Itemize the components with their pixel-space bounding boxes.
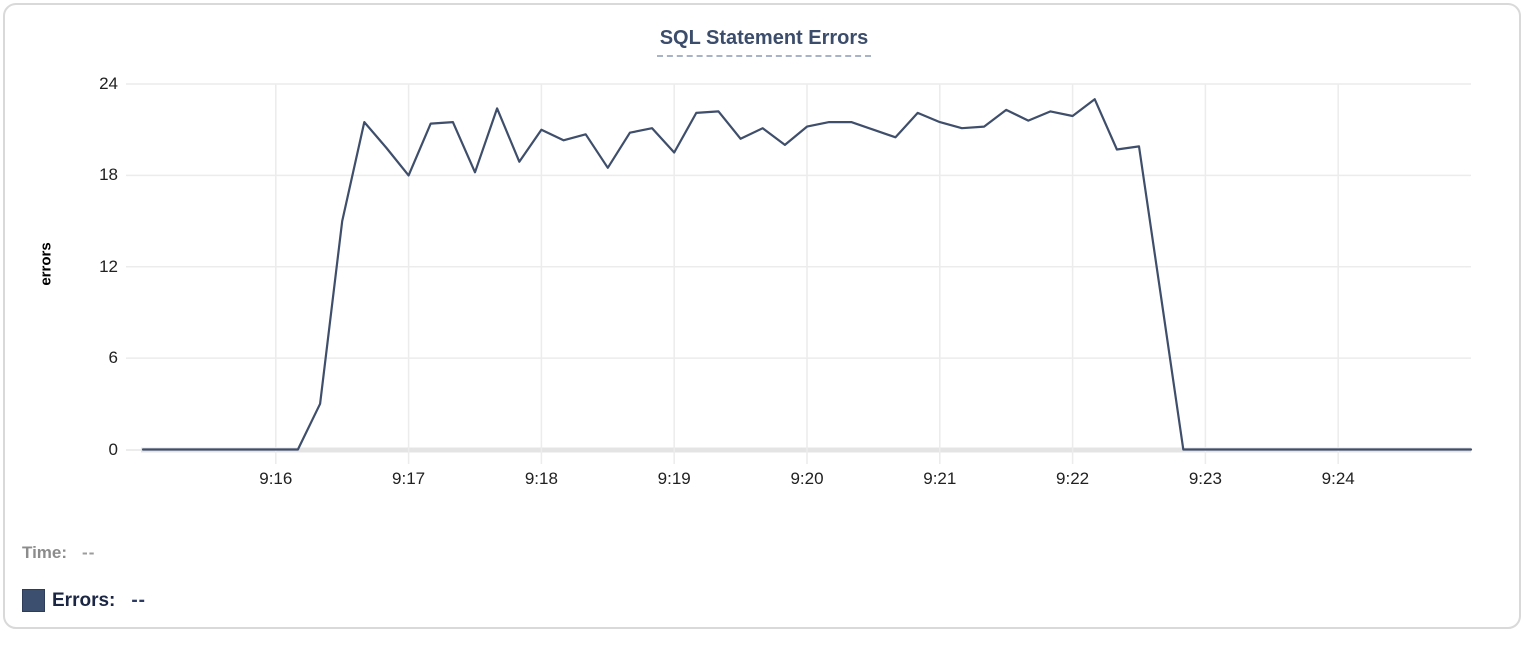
y-tick-label: 0 (108, 439, 118, 459)
chart-card (3, 3, 1521, 629)
errors-label: Errors: (52, 589, 116, 611)
chart-header: SQL Statement Errors (0, 27, 1528, 57)
x-tick-label: 9:24 (1321, 469, 1355, 488)
y-tick-label: 24 (99, 74, 118, 93)
x-tick-label: 9:22 (1056, 469, 1090, 488)
y-tick-label: 6 (108, 348, 118, 368)
time-value: -- (82, 543, 96, 562)
legend-errors-row[interactable]: Errors: -- (22, 589, 146, 612)
x-tick-label: 9:17 (392, 469, 426, 488)
tooltip-time-row: Time: -- (22, 543, 95, 563)
chart-title[interactable]: SQL Statement Errors (656, 27, 872, 57)
y-tick-label: 18 (99, 165, 118, 185)
x-tick-label: 9:19 (657, 469, 691, 488)
x-tick-label: 9:23 (1188, 469, 1222, 488)
time-label: Time: (22, 543, 68, 562)
errors-series-swatch (22, 589, 45, 612)
errors-value: -- (131, 589, 147, 611)
x-tick-label: 9:20 (790, 469, 824, 488)
x-tick-label: 9:16 (259, 469, 293, 488)
errors-series-line[interactable] (141, 98, 1473, 451)
x-tick-label: 9:18 (524, 469, 558, 488)
x-tick-label: 9:21 (923, 469, 957, 488)
y-tick-label: 12 (99, 256, 118, 276)
